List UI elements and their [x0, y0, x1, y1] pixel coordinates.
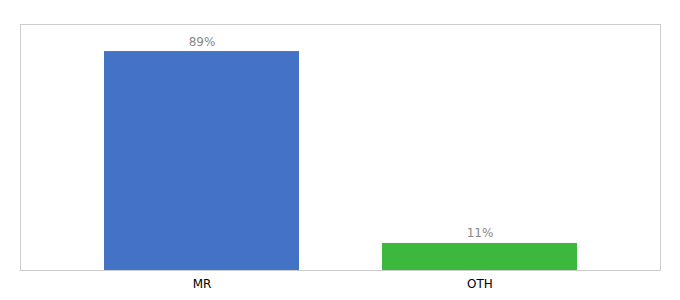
svg-text:MR: MR: [193, 277, 212, 291]
svg-text:11%: 11%: [467, 226, 494, 240]
svg-text:OTH: OTH: [467, 277, 493, 291]
svg-text:89%: 89%: [189, 35, 216, 49]
